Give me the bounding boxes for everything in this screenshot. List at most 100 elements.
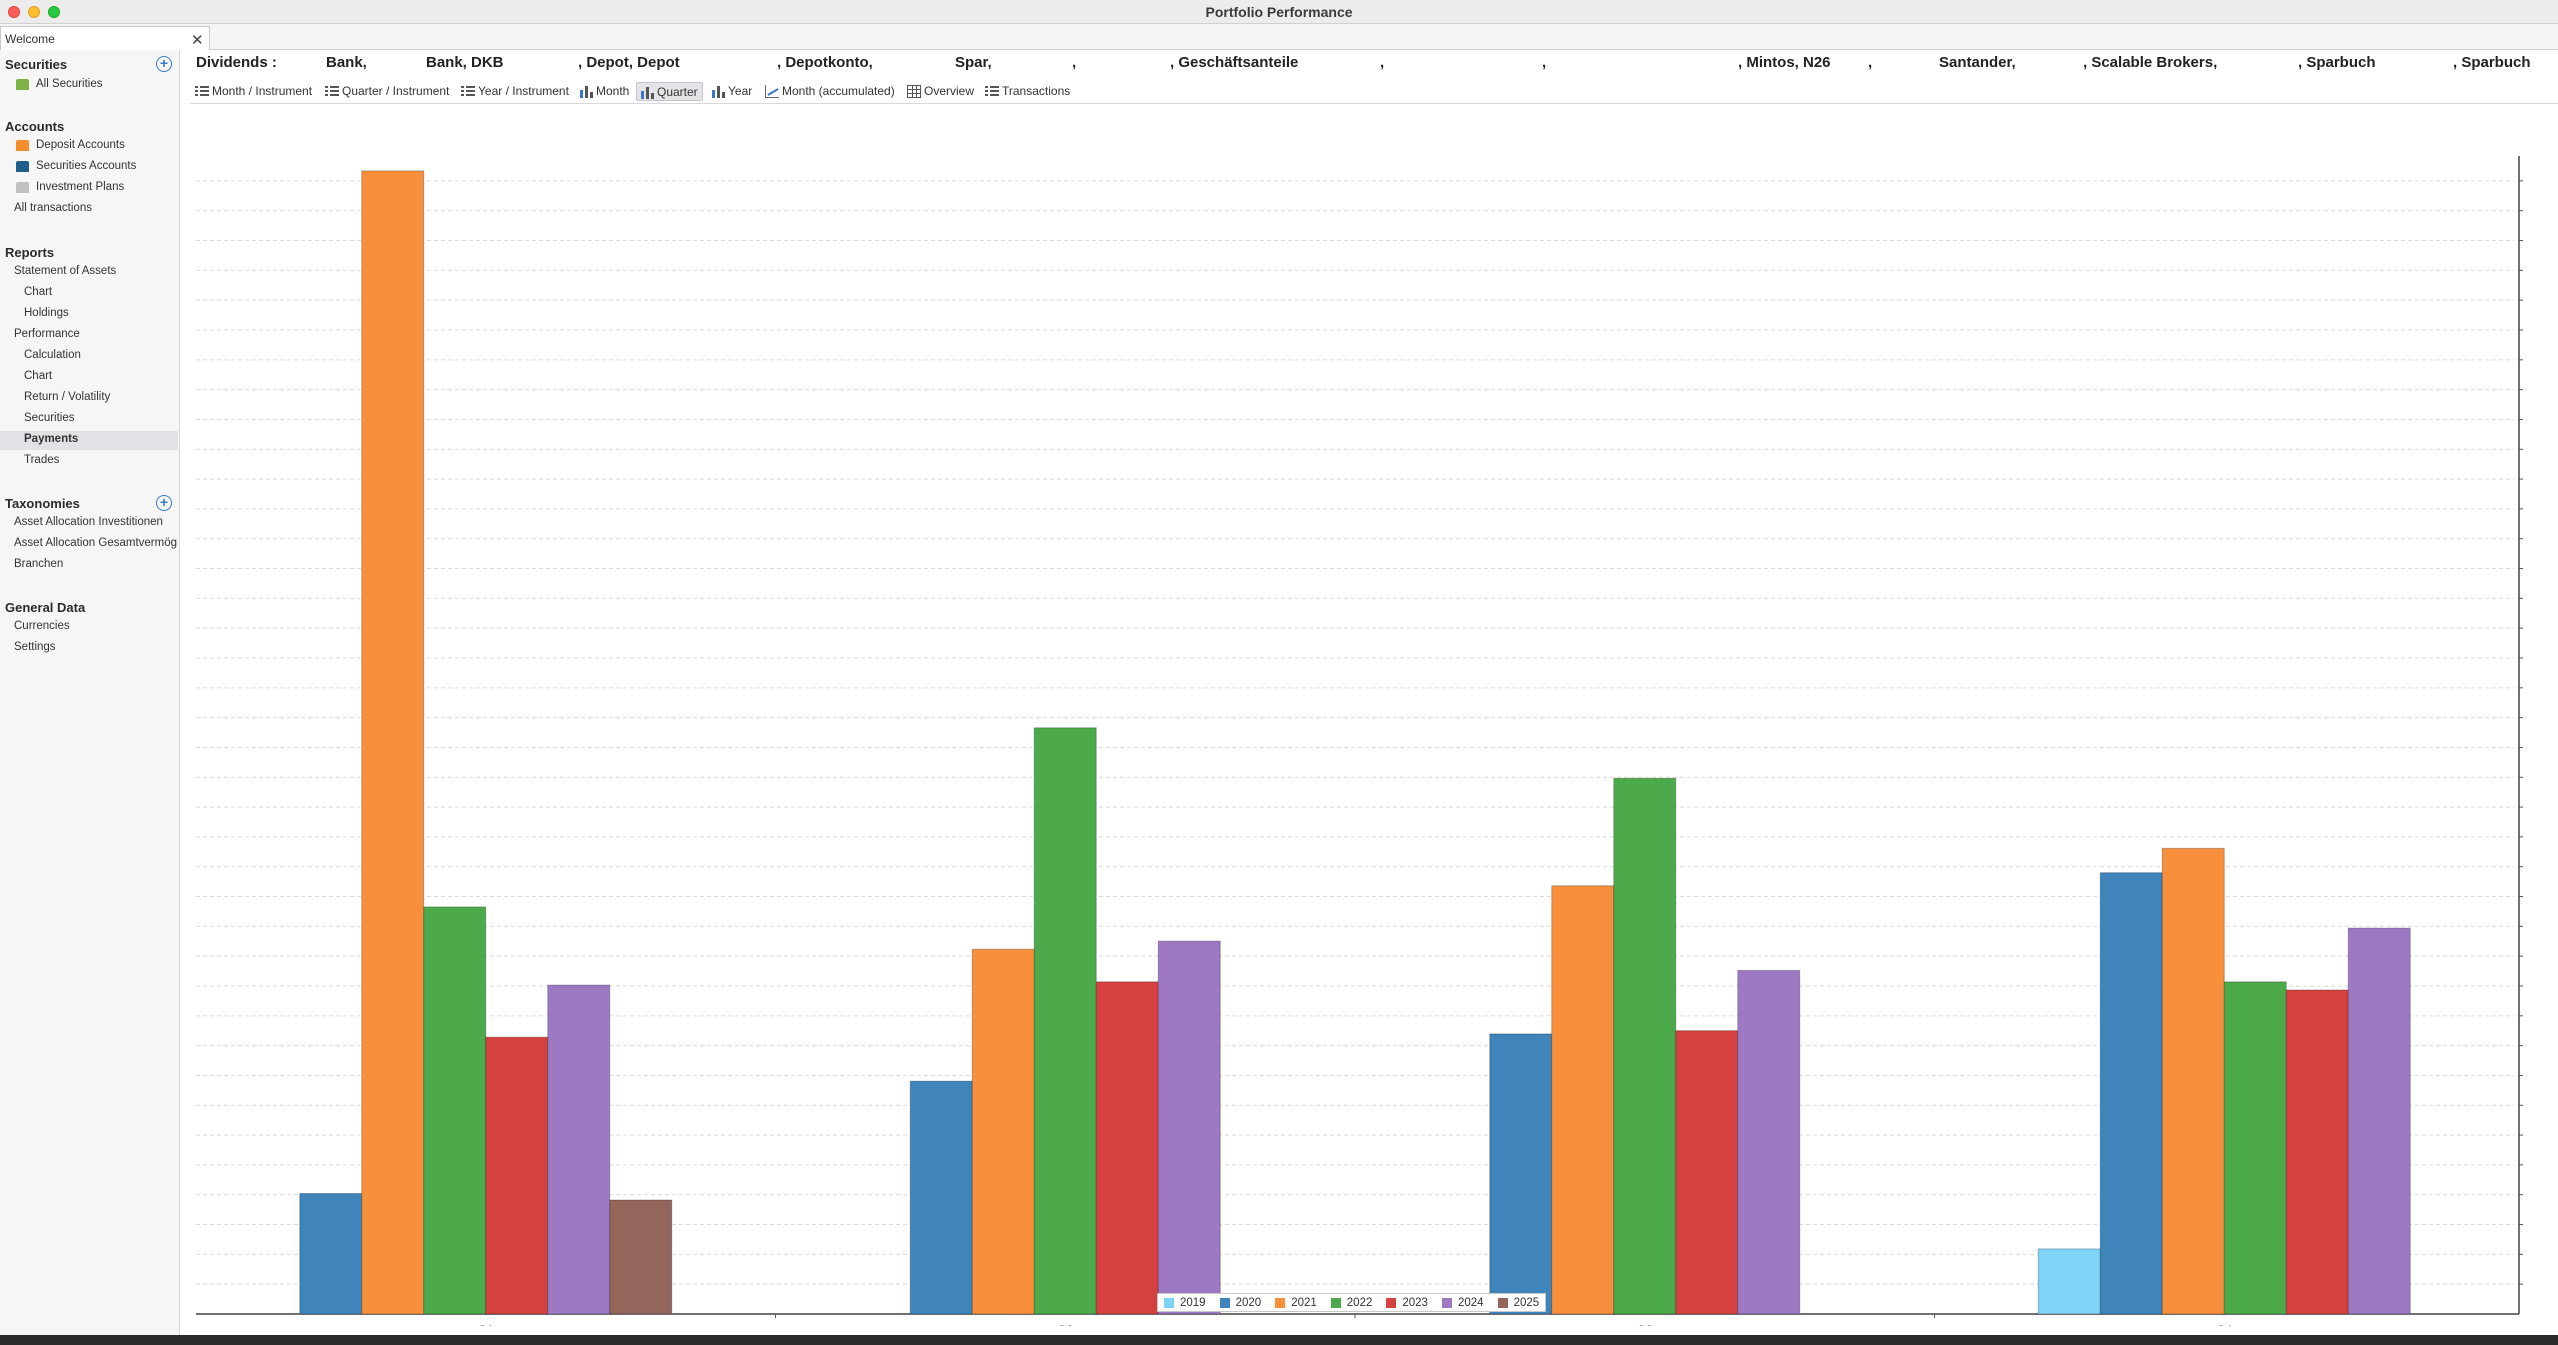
legend-label: 2021 (1291, 1296, 1317, 1309)
dividends-account: , Sparbuch (2453, 54, 2531, 71)
button-label: Month (accumulated) (782, 84, 895, 98)
dividends-account: Spar, (955, 54, 992, 71)
button-label: Quarter (657, 85, 698, 99)
legend-label: 2022 (1346, 1296, 1373, 1309)
legend-item-2020: 2020 (1219, 1296, 1262, 1309)
month-chart-button[interactable]: Month (576, 82, 633, 101)
line-chart-icon (765, 85, 779, 98)
legend-label: 2020 (1235, 1296, 1262, 1309)
bar-q2-2023 (1095, 981, 1159, 1315)
legend-item-2022: 2022 (1330, 1296, 1373, 1309)
sidebar-item-branchen[interactable]: Branchen (14, 558, 64, 570)
sidebar-item-holdings[interactable]: Holdings (24, 307, 69, 319)
sidebar-item-performance[interactable]: Performance (14, 328, 80, 340)
minimize-window-button[interactable] (28, 6, 40, 18)
sidebar-item-performance-chart[interactable]: Chart (24, 370, 53, 382)
legend-swatch (1386, 1297, 1397, 1308)
legend-label: 2025 (1513, 1296, 1540, 1309)
securities-list-icon (16, 79, 29, 90)
sidebar-item-deposit-accounts[interactable]: Deposit Accounts (16, 139, 186, 151)
editor-tab-strip: Welcome ✕ (0, 24, 2558, 50)
status-bar (0, 1335, 2558, 1345)
button-label: Month (596, 84, 630, 98)
legend-swatch (1219, 1297, 1230, 1308)
legend-item-2023: 2023 (1386, 1297, 1428, 1309)
list-icon (325, 85, 339, 98)
bar-chart-icon (579, 85, 593, 98)
x-tick-label: Q1 (478, 1323, 494, 1326)
tab-welcome-label: Welcome (5, 32, 55, 46)
tab-welcome[interactable]: Welcome ✕ (0, 26, 210, 50)
close-window-button[interactable] (8, 6, 20, 18)
sidebar-item-all-transactions[interactable]: All transactions (14, 202, 92, 214)
bar-q4-2019 (2037, 1248, 2101, 1315)
bar-q4-2024 (2347, 927, 2411, 1315)
legend-label: 2019 (1180, 1296, 1206, 1309)
quarterly-dividends-chart: Q1 Q2 Q3 Q4 (196, 156, 2523, 1326)
bar-q4-2020 (2099, 872, 2163, 1315)
sidebar-item-currencies[interactable]: Currencies (14, 620, 70, 632)
dividends-account: , (1868, 54, 1873, 71)
legend-swatch (1164, 1297, 1174, 1308)
sidebar-section-general-data: General Data (5, 600, 86, 615)
sidebar-item-asset-allocation-investitionen[interactable]: Asset Allocation Investitionen (14, 516, 163, 528)
dividends-account: , Depotkonto, (777, 54, 873, 71)
add-taxonomy-icon[interactable]: + (156, 495, 172, 511)
legend-swatch (1441, 1297, 1452, 1308)
button-label: Transactions (1002, 84, 1071, 98)
sidebar-section-taxonomies: Taxonomies (5, 496, 80, 511)
maximize-window-button[interactable] (48, 6, 60, 18)
sidebar-section-securities: Securities (5, 57, 68, 72)
dividends-account: , (1072, 54, 1077, 71)
year-instrument-button[interactable]: Year / Instrument (458, 82, 573, 101)
sidebar-item-securities-accounts[interactable]: Securities Accounts (16, 160, 186, 172)
sidebar-item-investment-plans[interactable]: Investment Plans (16, 181, 186, 193)
sidebar-item-asset-allocation-gesamtvermoegen[interactable]: Asset Allocation Gesamtvermög (14, 537, 177, 549)
dividends-account: , Sparbuch (2298, 54, 2376, 71)
sidebar-item-calculation[interactable]: Calculation (24, 349, 81, 361)
securities-account-icon (16, 161, 29, 172)
bar-q1-2021 (361, 170, 425, 1315)
quarter-chart-button[interactable]: Quarter (636, 82, 703, 101)
investment-plan-icon (16, 182, 29, 193)
bar-q3-2024 (1737, 969, 1801, 1315)
sidebar-item-return-volatility[interactable]: Return / Volatility (24, 391, 111, 403)
button-label: Month / Instrument (212, 84, 313, 98)
sidebar-item-settings[interactable]: Settings (14, 641, 56, 653)
month-accumulated-button[interactable]: Month (accumulated) (762, 82, 899, 101)
bar-q2-2024 (1157, 940, 1221, 1315)
window-title: Portfolio Performance (1205, 4, 1353, 20)
year-chart-button[interactable]: Year (708, 82, 756, 101)
quarter-instrument-button[interactable]: Quarter / Instrument (322, 82, 453, 101)
month-instrument-button[interactable]: Month / Instrument (192, 82, 316, 101)
add-security-icon[interactable]: + (156, 56, 172, 72)
list-icon (195, 85, 209, 98)
list-icon (461, 85, 475, 98)
legend-swatch (1330, 1297, 1341, 1308)
bar-q3-2022 (1613, 777, 1677, 1315)
dividends-account: Santander, (1939, 54, 2016, 71)
payments-toolbar: Month / Instrument Quarter / Instrument … (190, 80, 2558, 104)
sidebar-item-assets-chart[interactable]: Chart (24, 286, 53, 298)
close-tab-icon[interactable]: ✕ (191, 32, 204, 49)
sidebar-item-trades[interactable]: Trades (24, 454, 60, 466)
deposit-account-icon (16, 140, 29, 151)
sidebar-item-payments[interactable]: Payments (0, 431, 178, 450)
bar-q1-2023 (485, 1036, 549, 1315)
sidebar-item-statement-of-assets[interactable]: Statement of Assets (14, 265, 117, 277)
legend-item-2019: 2019 (1164, 1297, 1206, 1309)
sidebar-item-all-securities[interactable]: All Securities (16, 78, 186, 90)
dividends-account: , Depot, Depot (578, 54, 680, 71)
chart-legend: 2019 2020 2021 2022 2023 2024 2025 (1157, 1293, 1547, 1312)
button-label: Quarter / Instrument (342, 84, 450, 98)
x-tick-label: Q3 (1637, 1323, 1653, 1326)
list-icon (985, 85, 999, 98)
payments-view: Dividends : Bank, Bank, DKB , Depot, Dep… (190, 50, 2558, 1335)
legend-item-2024: 2024 (1441, 1297, 1484, 1309)
transactions-button[interactable]: Transactions (982, 82, 1074, 101)
sidebar-item-performance-securities[interactable]: Securities (24, 412, 75, 424)
bar-q4-2023 (2285, 989, 2349, 1315)
navigation-sidebar: Securities + All Securities Accounts Dep… (0, 50, 180, 1335)
sidebar-item-label: Deposit Accounts (36, 139, 125, 151)
overview-button[interactable]: Overview (904, 82, 978, 101)
